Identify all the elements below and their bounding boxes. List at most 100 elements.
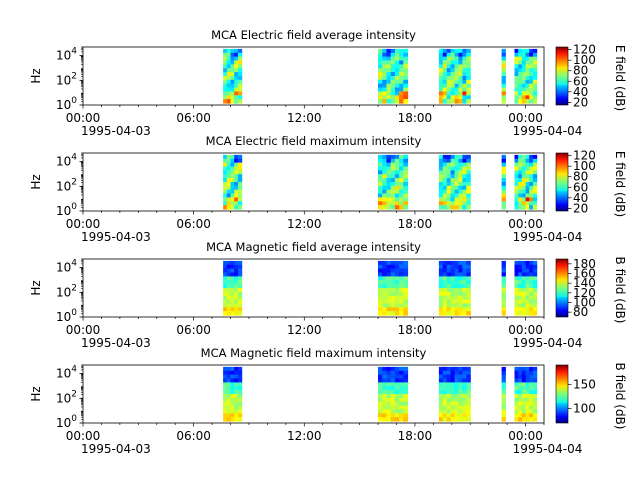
spectrogram-cell (525, 174, 530, 179)
spectrogram-cell (442, 193, 448, 198)
x-tick-label: 06:00 (176, 323, 211, 337)
spectrogram-cell (501, 390, 506, 395)
spectrogram-cell (234, 386, 239, 391)
spectrogram-cell (525, 197, 530, 202)
colorbar-tick-label: 80 (573, 305, 588, 319)
spectrogram-cell (529, 280, 534, 285)
spectrogram-cell (446, 174, 452, 179)
spectrogram-cell (466, 260, 471, 266)
spectrogram-cell (234, 405, 239, 410)
spectrogram-cell (390, 48, 396, 54)
spectrogram-cell (386, 166, 392, 171)
spectrogram-cell (223, 205, 228, 210)
spectrogram-cell (442, 378, 448, 383)
spectrogram-cell (529, 197, 534, 202)
spectrogram-cell (450, 413, 456, 418)
spectrogram-cell (442, 170, 448, 175)
spectrogram-cell (386, 60, 392, 65)
spectrogram-cell (237, 197, 243, 202)
spectrogram-cell (394, 182, 400, 187)
x-date-label: 1995-04-03 (81, 230, 151, 244)
spectrogram-cell (442, 182, 448, 187)
spectrogram-cell (399, 83, 404, 89)
spectrogram-cell (399, 311, 404, 316)
spectrogram-cell (386, 197, 392, 202)
spectrogram-cell (521, 95, 527, 100)
spectrogram-cell (223, 307, 228, 312)
spectrogram-cell (501, 413, 506, 418)
spectrogram-cell (446, 158, 452, 164)
spectrogram-cell (226, 417, 232, 422)
spectrogram-cell (230, 405, 235, 410)
spectrogram-cell (382, 185, 388, 191)
spectrogram-cell (230, 95, 235, 100)
spectrogram-cell (529, 276, 534, 281)
spectrogram-cell (442, 401, 448, 407)
spectrogram-cell (394, 288, 400, 293)
spectrogram-cell (466, 284, 471, 289)
spectrogram-cell (501, 178, 506, 183)
spectrogram-cell (446, 288, 452, 293)
spectrogram-cell (518, 268, 523, 274)
spectrogram-cell (223, 95, 228, 100)
spectrogram-cell (226, 182, 232, 187)
spectrogram-cell (403, 386, 409, 391)
spectrogram-cell (521, 378, 527, 383)
spectrogram-cell (223, 291, 228, 297)
spectrogram-cell (525, 295, 530, 301)
spectrogram-cell (386, 68, 392, 73)
spectrogram-cell (237, 378, 243, 383)
spectrogram-cell (518, 154, 523, 160)
spectrogram-cell (529, 378, 534, 383)
spectrogram-cell (382, 291, 388, 297)
spectrogram-cell (223, 276, 228, 281)
spectrogram-cell (234, 83, 239, 89)
spectrogram-cell (223, 288, 228, 293)
spectrogram-cell (230, 205, 235, 210)
spectrogram-cell (450, 68, 456, 73)
spectrogram-cell (521, 401, 527, 407)
spectrogram-cell (446, 87, 452, 92)
spectrogram-cell (466, 170, 471, 175)
spectrogram-cell (518, 386, 523, 391)
spectrogram-cell (458, 413, 463, 418)
spectrogram-cell (462, 52, 467, 58)
spectrogram-cell (446, 370, 452, 376)
spectrogram-cell (234, 268, 239, 274)
spectrogram-cell (514, 162, 519, 168)
spectrogram-cell (458, 197, 463, 202)
spectrogram-cell (382, 99, 388, 104)
spectrogram-cell (529, 303, 534, 308)
spectrogram-cell (446, 311, 452, 316)
spectrogram-cell (394, 189, 400, 195)
spectrogram-cell (501, 276, 506, 281)
spectrogram-cell (237, 409, 243, 414)
spectrogram-cell (394, 170, 400, 175)
spectrogram-cell (438, 76, 444, 81)
spectrogram-cell (438, 374, 444, 380)
spectrogram-cell (403, 91, 409, 96)
spectrogram-cell (529, 264, 534, 270)
spectrogram-cell (529, 386, 534, 391)
spectrogram-cell (458, 307, 463, 312)
spectrogram-cell (450, 174, 456, 179)
spectrogram-cell (446, 48, 452, 54)
spectrogram-cell (226, 307, 232, 312)
spectrogram-cell (394, 409, 400, 414)
spectrogram-cell (386, 76, 392, 81)
spectrogram-cell (442, 189, 448, 195)
spectrogram-cell (237, 185, 243, 191)
spectrogram-cell (458, 260, 463, 266)
spectrogram-cell (403, 174, 409, 179)
spectrogram-cell (438, 299, 444, 304)
spectrogram-cell (438, 95, 444, 100)
spectrogram-cell (390, 288, 396, 293)
spectrogram-cell (458, 390, 463, 395)
spectrogram-cell (234, 413, 239, 418)
spectrogram-cell (223, 374, 228, 380)
spectrogram-cell (525, 162, 530, 168)
spectrogram-cell (386, 79, 392, 85)
spectrogram-cell (399, 154, 404, 160)
spectrogram-cell (237, 413, 243, 418)
